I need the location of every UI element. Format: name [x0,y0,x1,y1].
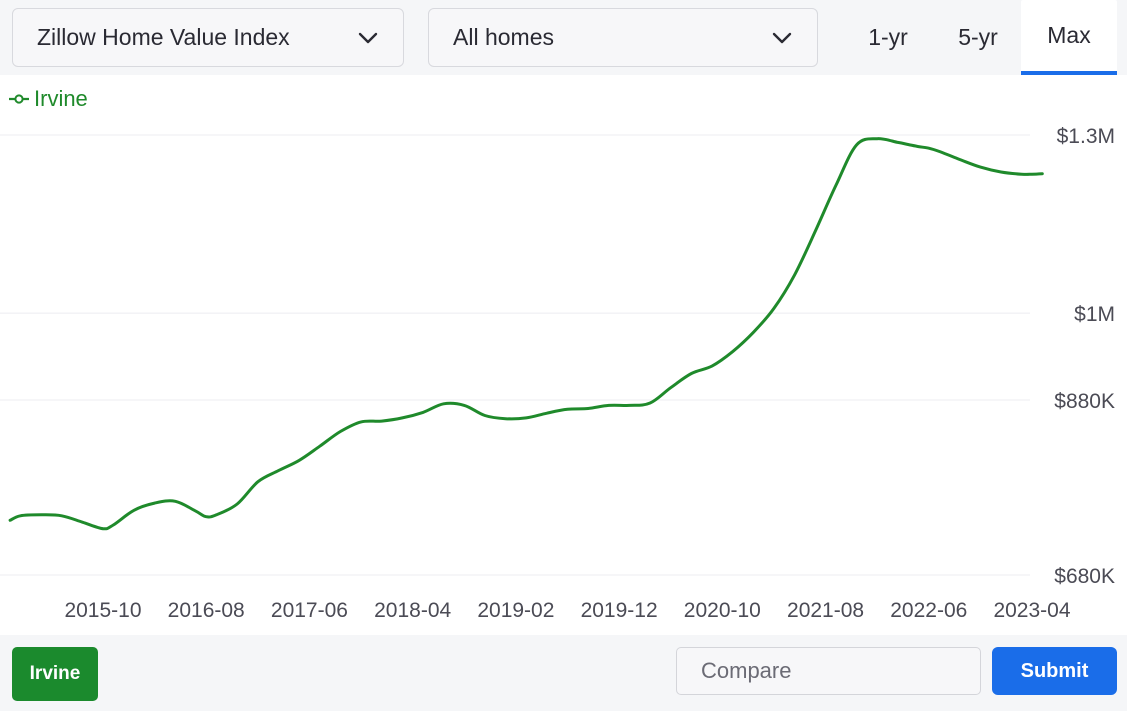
x-tick-label: 2016-08 [168,599,245,622]
x-tick-label: 2017-06 [271,599,348,622]
y-tick-label: $880K [1054,390,1115,413]
y-tick-label: $1.3M [1057,125,1115,148]
tab-5-yr[interactable]: 5-yr [958,24,998,50]
home-type-select-value: All homes [453,24,554,50]
legend-label-irvine: Irvine [34,86,88,111]
compare-input[interactable] [676,647,981,695]
submit-button[interactable]: Submit [992,647,1117,695]
home-type-select[interactable]: All homes [428,8,818,67]
chevron-down-icon [772,32,792,44]
chevron-down-icon [358,32,378,44]
x-tick-label: 2019-02 [477,599,554,622]
tab-1-yr[interactable]: 1-yr [868,24,908,50]
line-marker-icon [9,94,29,104]
y-tick-label: $1M [1074,303,1115,326]
x-tick-label: 2019-12 [581,599,658,622]
chart-area: Irvine $680K $880K $1M $1.3M 2015-10 2016-08 2… [0,75,1127,635]
compare-bar: Irvine Submit [0,635,1127,711]
line-chart: $680K $880K $1M $1.3M 2015-10 2016-08 2017-06 2… [0,125,1115,622]
tab-max[interactable]: Max [1021,0,1117,75]
location-chip-irvine[interactable]: Irvine [12,647,98,701]
metric-select-value: Zillow Home Value Index [37,24,290,50]
series-line-irvine[interactable] [8,137,1044,531]
chart-legend[interactable]: Irvine [8,86,88,112]
filter-bar: Zillow Home Value Index All homes 1-yr 5… [0,0,1127,75]
x-tick-label: 2023-04 [993,599,1070,622]
y-tick-label: $680K [1054,565,1115,588]
x-tick-label: 2015-10 [64,599,141,622]
x-tick-label: 2022-06 [890,599,967,622]
x-tick-label: 2020-10 [684,599,761,622]
x-tick-label: 2018-04 [374,599,451,622]
x-tick-label: 2021-08 [787,599,864,622]
metric-select[interactable]: Zillow Home Value Index [12,8,404,67]
